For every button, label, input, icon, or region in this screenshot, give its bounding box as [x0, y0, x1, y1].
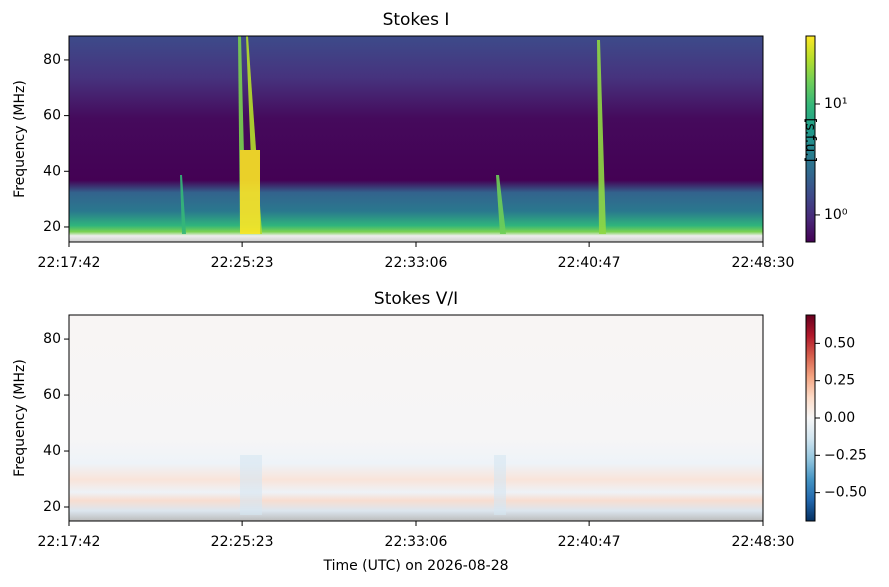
y-axis-label: Frequency (MHz): [12, 359, 28, 477]
spectrogram-image: [69, 36, 763, 242]
y-tick-label: 60: [43, 108, 61, 124]
x-tick-label: 22:17:42: [38, 255, 101, 271]
x-tick-label: 22:48:30: [732, 255, 795, 271]
x-tick-label: 22:40:47: [558, 534, 621, 550]
x-tick-label: 22:33:06: [385, 255, 448, 271]
y-tick-label: 40: [43, 443, 61, 459]
x-tick-label: 22:33:06: [385, 534, 448, 550]
y-tick-label: 20: [43, 499, 61, 515]
colorbar-tick-label: 10¹: [824, 96, 847, 112]
colorbar-tick-label: 0.00: [824, 410, 855, 426]
x-tick-label: 22:40:47: [558, 255, 621, 271]
spectrogram-image: [69, 315, 763, 521]
y-axis-label: Frequency (MHz): [12, 80, 28, 198]
y-tick-label: 20: [43, 219, 61, 235]
stokes-i-panel: [69, 36, 763, 242]
y-tick-label: 40: [43, 163, 61, 179]
colorbar-label: [s.f.u.]: [802, 118, 818, 162]
colorbar-tick-label: 10⁰: [824, 207, 848, 223]
x-axis-label: Time (UTC) on 2026-08-28: [322, 558, 508, 574]
x-tick-label: 22:25:23: [211, 534, 274, 550]
colorbar-tick-label: 0.25: [824, 373, 855, 389]
y-tick-label: 60: [43, 387, 61, 403]
x-tick-label: 22:48:30: [732, 534, 795, 550]
x-tick-label: 22:25:23: [211, 255, 274, 271]
colorbar-tick-label: 0.50: [824, 335, 855, 351]
chart-title: Stokes V/I: [374, 289, 458, 309]
y-tick-label: 80: [43, 331, 61, 347]
colorbar: [805, 35, 816, 243]
colorbar-tick-label: −0.50: [824, 485, 867, 501]
stokes-v-panel: [69, 315, 763, 521]
x-tick-label: 22:17:42: [38, 534, 101, 550]
colorbar-tick-label: −0.25: [824, 447, 867, 463]
chart-title: Stokes I: [383, 10, 450, 30]
burst-streaks: [240, 455, 506, 515]
burst-streaks: [180, 36, 606, 234]
colorbar: [805, 314, 816, 522]
y-tick-label: 80: [43, 52, 61, 68]
